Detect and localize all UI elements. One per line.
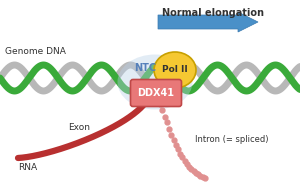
Text: Normal elongation: Normal elongation <box>162 8 264 18</box>
Text: RNA: RNA <box>18 163 37 172</box>
FancyArrow shape <box>158 12 258 32</box>
Text: NTC: NTC <box>134 63 156 73</box>
Text: Pol II: Pol II <box>162 65 188 75</box>
Text: DDX41: DDX41 <box>137 88 175 98</box>
Text: Exon: Exon <box>68 124 90 132</box>
Text: Genome DNA: Genome DNA <box>5 47 66 57</box>
Ellipse shape <box>118 54 193 110</box>
Ellipse shape <box>154 52 196 88</box>
Text: Intron (= spliced): Intron (= spliced) <box>195 135 268 145</box>
FancyBboxPatch shape <box>130 79 182 107</box>
